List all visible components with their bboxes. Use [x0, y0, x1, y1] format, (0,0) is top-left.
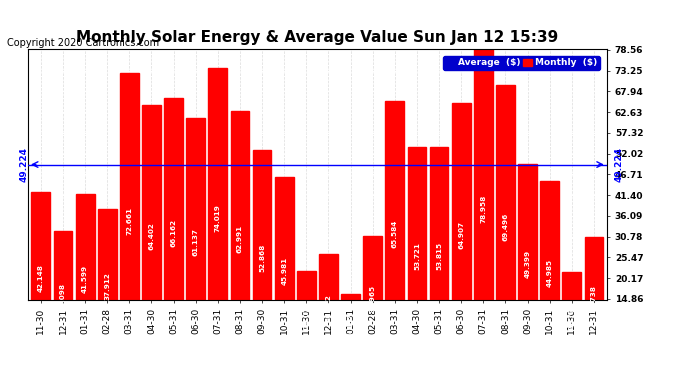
Text: 45.981: 45.981 — [282, 256, 287, 285]
Bar — [408, 147, 426, 357]
Text: 37.912: 37.912 — [104, 272, 110, 300]
Text: 16.107: 16.107 — [348, 313, 353, 340]
Text: 53.721: 53.721 — [414, 242, 420, 270]
Bar — [364, 236, 382, 357]
Bar — [54, 231, 72, 357]
Bar — [452, 103, 471, 357]
Bar — [496, 86, 515, 357]
Text: 49.224: 49.224 — [20, 147, 29, 182]
Text: 41.599: 41.599 — [82, 265, 88, 293]
Text: 21.777: 21.777 — [569, 302, 575, 330]
Text: 26.222: 26.222 — [326, 294, 331, 322]
Bar — [474, 48, 493, 357]
Text: 49.399: 49.399 — [524, 250, 531, 278]
Text: 72.661: 72.661 — [126, 207, 132, 235]
Bar — [319, 254, 338, 357]
Text: 53.815: 53.815 — [436, 242, 442, 270]
Text: 69.496: 69.496 — [502, 212, 509, 241]
Text: 32.098: 32.098 — [60, 283, 66, 311]
Bar — [518, 164, 537, 357]
Text: 64.907: 64.907 — [458, 221, 464, 249]
Bar — [186, 118, 205, 357]
Text: 22.077: 22.077 — [304, 302, 309, 329]
Title: Monthly Solar Energy & Average Value Sun Jan 12 15:39: Monthly Solar Energy & Average Value Sun… — [77, 30, 558, 45]
Bar — [32, 192, 50, 357]
Bar — [164, 98, 183, 357]
Text: 42.148: 42.148 — [38, 264, 44, 292]
Text: 78.958: 78.958 — [480, 195, 486, 223]
Bar — [341, 294, 360, 357]
Text: 62.991: 62.991 — [237, 225, 243, 253]
Bar — [208, 68, 227, 357]
Bar — [98, 209, 117, 357]
Text: 66.162: 66.162 — [170, 219, 177, 247]
Bar — [275, 177, 294, 357]
Bar — [142, 105, 161, 357]
Bar — [540, 181, 559, 357]
Legend: Average  ($), Monthly  ($): Average ($), Monthly ($) — [444, 56, 600, 70]
Bar — [386, 100, 404, 357]
Bar — [253, 150, 271, 357]
Text: Copyright 2020 Cartronics.com: Copyright 2020 Cartronics.com — [7, 38, 159, 48]
Text: 30.965: 30.965 — [370, 285, 376, 313]
Text: 49.224: 49.224 — [615, 147, 624, 182]
Bar — [562, 272, 581, 357]
Bar — [297, 271, 316, 357]
Bar — [584, 237, 603, 357]
Bar — [76, 194, 95, 357]
Text: 44.985: 44.985 — [546, 258, 553, 286]
Text: 30.738: 30.738 — [591, 285, 597, 313]
Text: 74.019: 74.019 — [215, 204, 221, 232]
Text: 52.868: 52.868 — [259, 244, 265, 272]
Text: 65.584: 65.584 — [392, 220, 398, 248]
Bar — [230, 111, 249, 357]
Text: 61.137: 61.137 — [193, 228, 199, 256]
Bar — [120, 73, 139, 357]
Text: 64.402: 64.402 — [148, 222, 155, 250]
Bar — [430, 147, 448, 357]
